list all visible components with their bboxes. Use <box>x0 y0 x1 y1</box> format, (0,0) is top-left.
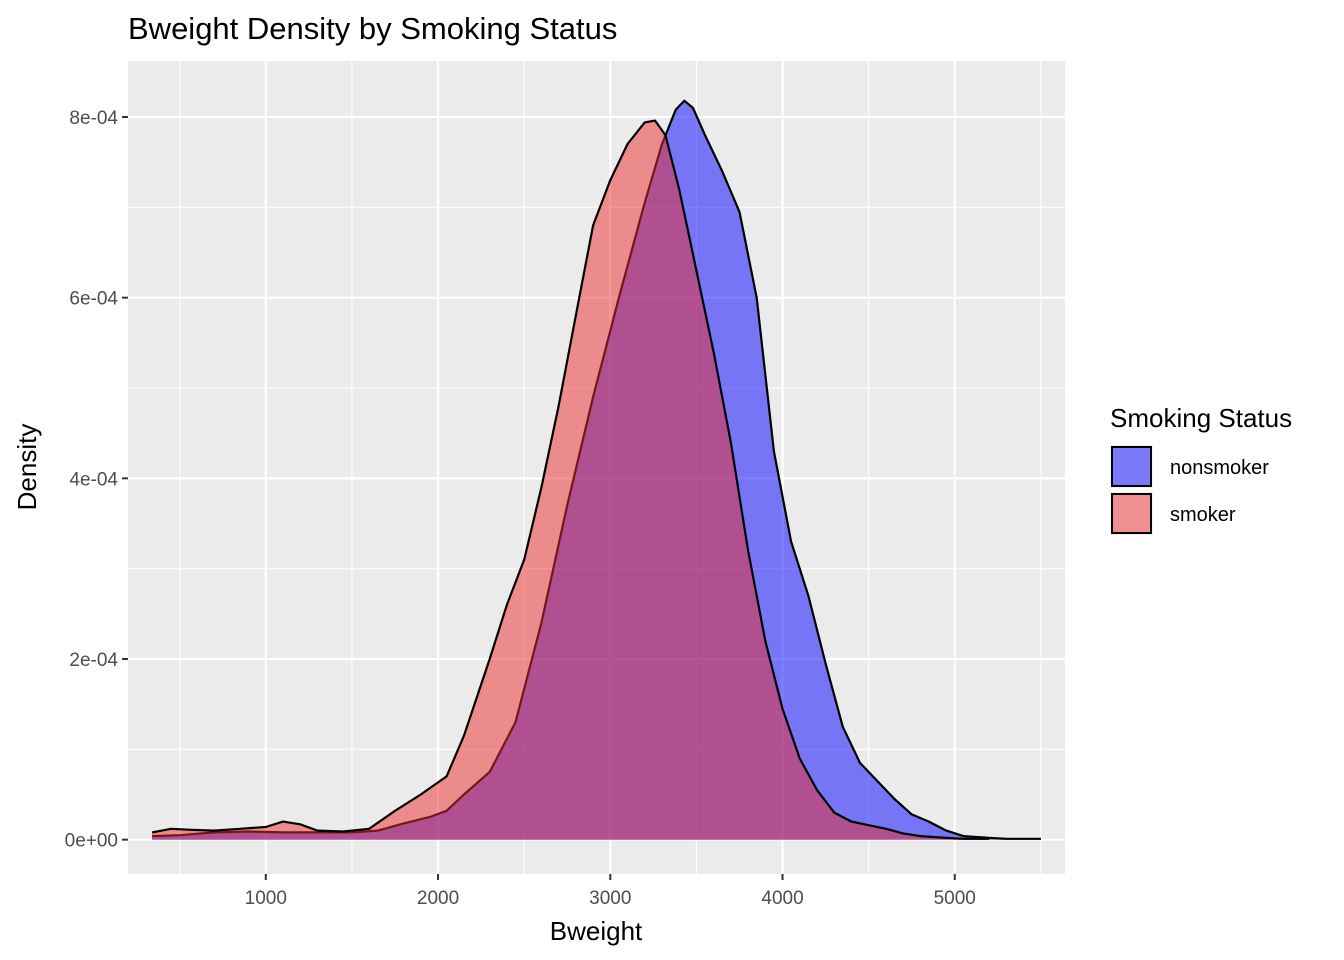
legend-swatch-smoker <box>1111 493 1152 534</box>
legend: Smoking Status nonsmoker smoker <box>1110 403 1292 535</box>
x-tick-label: 1000 <box>245 888 287 909</box>
density-line-smoker <box>151 119 990 840</box>
y-tick-label: 2e-04 <box>69 650 118 671</box>
density-area-smoker <box>152 120 990 840</box>
legend-label-smoker: smoker <box>1170 504 1236 526</box>
legend-label-nonsmoker: nonsmoker <box>1170 457 1269 479</box>
series-layer <box>151 99 1041 840</box>
y-axis-title: Density <box>12 424 42 511</box>
y-tick-label: 8e-04 <box>69 108 118 129</box>
grid-minor <box>128 61 1065 874</box>
x-axis-title: Bweight <box>550 916 643 946</box>
legend-title: Smoking Status <box>1110 403 1292 433</box>
x-tick-label: 3000 <box>589 888 631 909</box>
x-tick-label: 5000 <box>934 888 976 909</box>
y-tick-label: 0e+00 <box>65 831 118 852</box>
legend-entries: nonsmoker smoker <box>1110 445 1269 535</box>
legend-swatch-nonsmoker <box>1111 446 1152 487</box>
x-tick-label: 2000 <box>417 888 459 909</box>
y-tick-label: 4e-04 <box>69 469 118 490</box>
y-tick-label: 6e-04 <box>69 289 118 310</box>
chart-title: Bweight Density by Smoking Status <box>128 11 617 46</box>
x-axis-ticks: 1000 2000 3000 4000 5000 <box>245 874 976 909</box>
x-tick-label: 4000 <box>761 888 803 909</box>
y-axis-ticks: 0e+00 2e-04 4e-04 6e-04 8e-04 <box>65 108 128 852</box>
